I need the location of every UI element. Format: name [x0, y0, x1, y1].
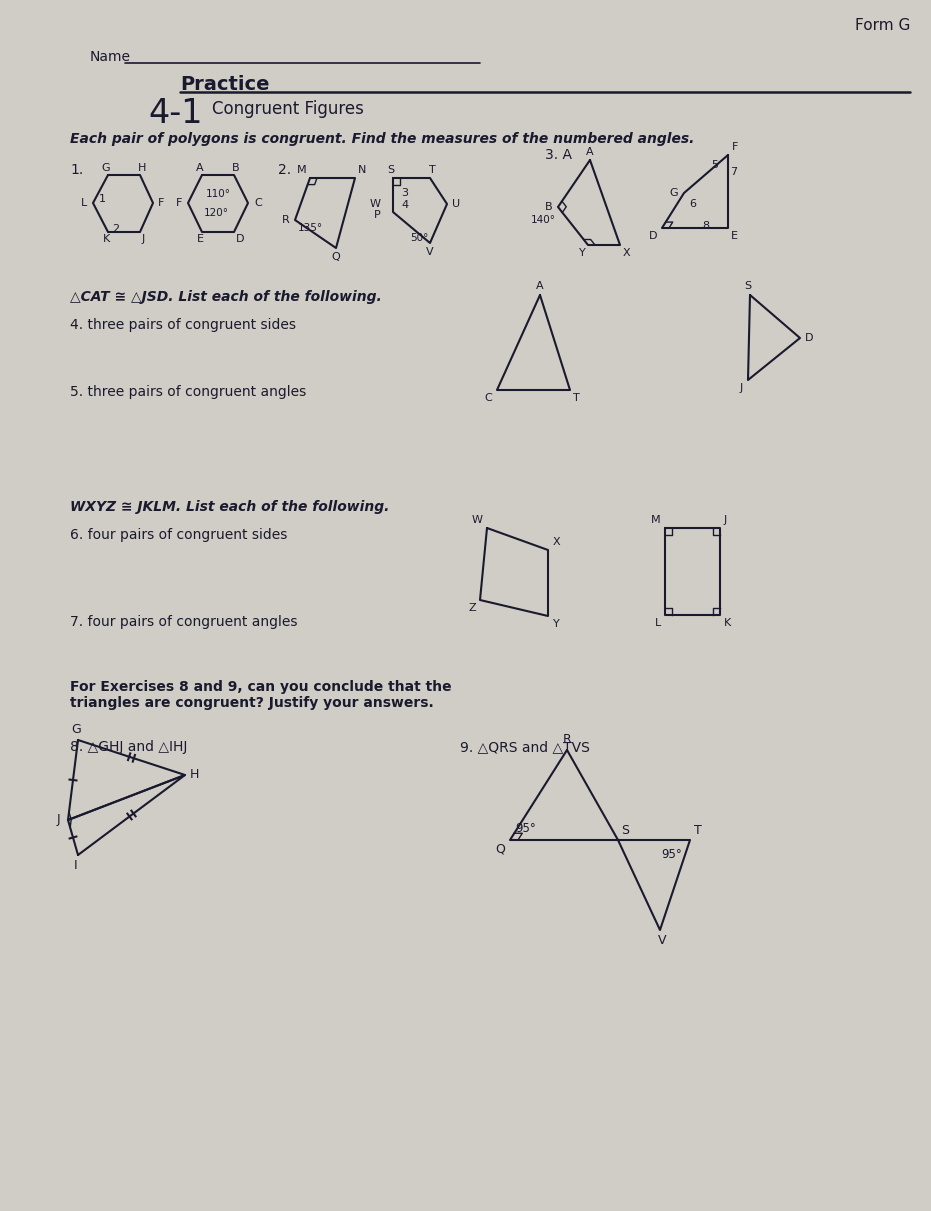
Text: E: E [196, 234, 204, 243]
Text: 8. △GHJ and △IHJ: 8. △GHJ and △IHJ [70, 740, 187, 754]
Text: H: H [138, 163, 146, 173]
Text: 2.: 2. [278, 163, 291, 177]
Text: T: T [428, 165, 436, 176]
Text: J: J [142, 234, 145, 243]
Text: 1.: 1. [70, 163, 83, 177]
Text: 5: 5 [711, 160, 718, 170]
Text: 6: 6 [689, 199, 696, 210]
Text: 4. three pairs of congruent sides: 4. three pairs of congruent sides [70, 318, 296, 332]
Text: 3: 3 [401, 188, 408, 199]
Text: X: X [553, 536, 560, 547]
Text: K: K [102, 234, 110, 243]
Text: W: W [370, 199, 381, 210]
Text: 5. three pairs of congruent angles: 5. three pairs of congruent angles [70, 385, 306, 398]
Text: 95°: 95° [661, 848, 682, 861]
Text: Y: Y [579, 248, 586, 258]
Text: P: P [374, 210, 381, 220]
Text: K: K [724, 618, 731, 629]
Text: L: L [81, 199, 87, 208]
Text: B: B [545, 202, 552, 212]
Text: Q: Q [331, 252, 341, 262]
Text: G: G [101, 163, 110, 173]
Text: 4-1: 4-1 [148, 97, 203, 130]
Text: Congruent Figures: Congruent Figures [212, 101, 364, 117]
Text: 4: 4 [401, 200, 408, 210]
Text: Name: Name [90, 50, 131, 64]
Text: C: C [254, 199, 262, 208]
Text: J: J [57, 814, 60, 826]
Text: 3. A: 3. A [545, 148, 572, 162]
Text: 135°: 135° [298, 223, 323, 233]
Text: Q: Q [495, 843, 505, 856]
Text: Practice: Practice [180, 75, 269, 94]
Text: R: R [562, 733, 572, 746]
Text: I: I [74, 859, 78, 872]
Text: 140°: 140° [531, 216, 556, 225]
Text: T: T [694, 823, 702, 837]
Text: Z: Z [468, 603, 476, 613]
Text: 120°: 120° [204, 208, 229, 218]
Text: 8: 8 [702, 220, 709, 231]
Text: S: S [621, 823, 629, 837]
Text: D: D [236, 234, 245, 243]
Text: F: F [732, 142, 738, 153]
Text: 9. △QRS and △TVS: 9. △QRS and △TVS [460, 740, 590, 754]
Text: A: A [196, 163, 204, 173]
Text: 7. four pairs of congruent angles: 7. four pairs of congruent angles [70, 615, 298, 629]
Text: △CAT ≅ △JSD. List each of the following.: △CAT ≅ △JSD. List each of the following. [70, 289, 382, 304]
Text: M: M [652, 515, 661, 526]
Text: V: V [426, 247, 434, 257]
Text: F: F [158, 199, 165, 208]
Text: G: G [71, 723, 81, 736]
Text: A: A [536, 281, 544, 291]
Text: 95°: 95° [515, 822, 535, 836]
Text: J: J [740, 383, 743, 394]
Text: Each pair of polygons is congruent. Find the measures of the numbered angles.: Each pair of polygons is congruent. Find… [70, 132, 695, 147]
Text: J: J [724, 515, 727, 526]
Text: R: R [282, 216, 290, 225]
Text: V: V [657, 934, 667, 947]
Text: W: W [472, 515, 483, 526]
Text: S: S [387, 165, 395, 176]
Text: Y: Y [553, 619, 560, 629]
Text: G: G [669, 188, 678, 199]
Text: L: L [654, 618, 661, 629]
Text: C: C [484, 394, 492, 403]
Text: M: M [297, 165, 307, 176]
Text: N: N [358, 165, 367, 176]
Text: 1: 1 [99, 194, 106, 203]
Text: X: X [623, 248, 630, 258]
Text: D: D [805, 333, 814, 343]
Text: U: U [452, 199, 460, 210]
Text: T: T [573, 394, 580, 403]
Text: F: F [176, 199, 182, 208]
Text: D: D [649, 231, 657, 241]
Text: Form G: Form G [855, 18, 911, 33]
Text: 7: 7 [730, 167, 737, 177]
Text: 50°: 50° [410, 233, 428, 243]
Text: 2: 2 [112, 224, 119, 234]
Text: WXYZ ≅ JKLM. List each of the following.: WXYZ ≅ JKLM. List each of the following. [70, 500, 389, 513]
Text: S: S [745, 281, 751, 291]
Text: E: E [731, 231, 738, 241]
Text: B: B [232, 163, 240, 173]
Text: 6. four pairs of congruent sides: 6. four pairs of congruent sides [70, 528, 288, 543]
Text: 110°: 110° [206, 189, 231, 199]
Text: For Exercises 8 and 9, can you conclude that the
triangles are congruent? Justif: For Exercises 8 and 9, can you conclude … [70, 681, 452, 710]
Text: A: A [587, 147, 594, 157]
Text: H: H [190, 769, 199, 781]
